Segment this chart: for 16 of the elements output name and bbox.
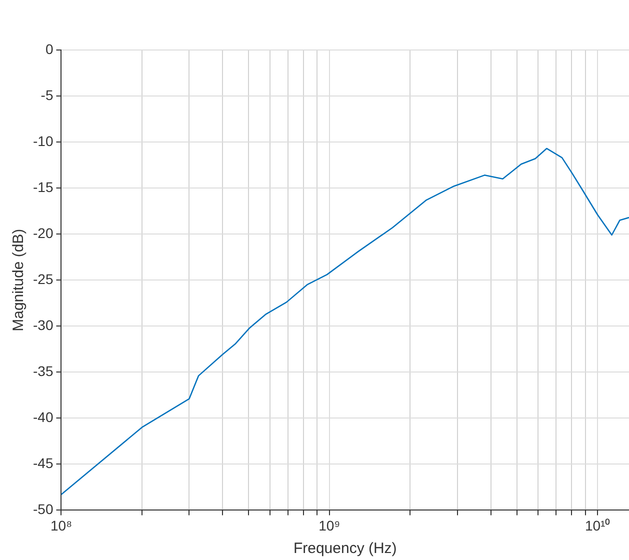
y-tick-label: -50: [33, 501, 54, 518]
x-axis-title: Frequency (Hz): [293, 540, 397, 558]
y-tick-label: -5: [40, 86, 54, 103]
x-tick-label: 10⁹: [318, 517, 340, 534]
y-tick-label: -35: [33, 363, 54, 379]
y-axis-title: Magnitude (dB): [10, 228, 28, 332]
x-tick-label: 10⁸: [50, 517, 72, 534]
y-tick-label: -20: [33, 224, 54, 241]
y-tick-label: -10: [33, 132, 54, 149]
y-tick-label: -45: [33, 455, 54, 472]
y-tick-label: -30: [33, 316, 54, 333]
y-tick-label: -40: [33, 409, 54, 426]
x-tick-label: 10¹⁰: [584, 517, 610, 534]
y-tick-label: -15: [33, 178, 54, 195]
y-tick-label: -25: [33, 270, 54, 287]
y-tick-label: 0: [45, 40, 54, 57]
